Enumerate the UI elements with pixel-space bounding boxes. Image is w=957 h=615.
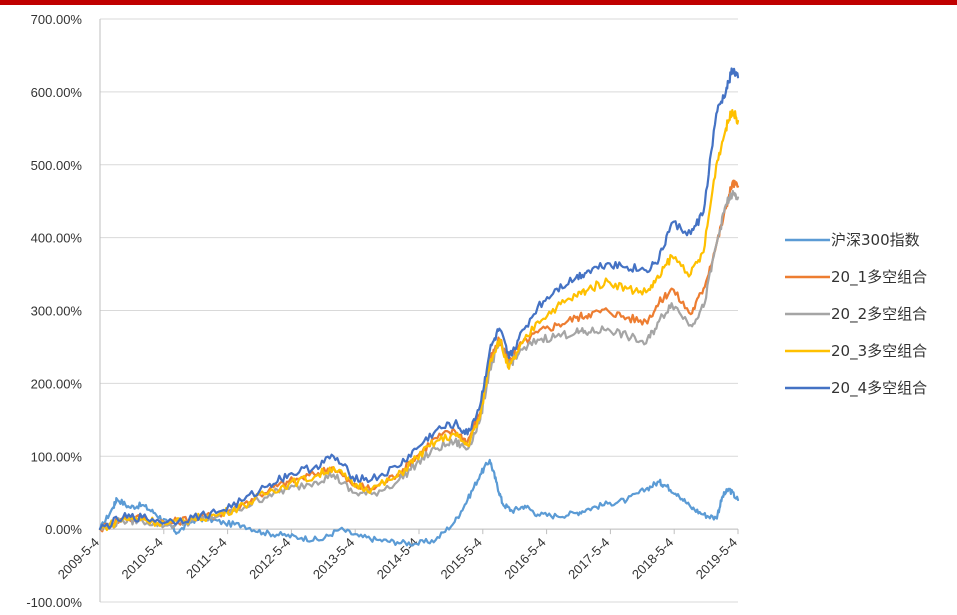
y-tick-label: 400.00% — [31, 231, 83, 246]
y-tick-label: 0.00% — [45, 522, 82, 537]
x-tick-label: 2013-5-4 — [310, 535, 357, 582]
y-tick-label: 500.00% — [31, 158, 83, 173]
x-tick-label: 2012-5-4 — [246, 535, 293, 582]
legend-label: 20_1多空组合 — [831, 268, 927, 287]
top-accent-bar — [0, 0, 957, 5]
legend-label: 沪深300指数 — [831, 231, 920, 249]
legend: 沪深300指数 20_1多空组合 20_2多空组合 20_3多空组合 20_4多空组合 — [785, 231, 927, 398]
series-line-4 — [98, 108, 740, 532]
x-tick-label: 2019-5-4 — [693, 535, 740, 582]
series-line-5 — [98, 67, 740, 531]
y-tick-label: 700.00% — [31, 12, 83, 27]
y-tick-label: 300.00% — [31, 304, 83, 319]
y-tick-label: 200.00% — [31, 376, 83, 391]
series-line-1 — [98, 458, 740, 547]
y-tick-label: -100.00% — [26, 595, 82, 610]
series-lines — [98, 67, 740, 547]
x-tick-label: 2015-5-4 — [438, 535, 485, 582]
x-tick-label: 2010-5-4 — [119, 535, 166, 582]
y-axis-tick-labels: -100.00% 0.00% 100.00% 200.00% 300.00% 400.00… — [26, 12, 82, 610]
y-tick-label: 100.00% — [31, 449, 83, 464]
x-tick-label: 2011-5-4 — [183, 535, 230, 582]
legend-label: 20_4多空组合 — [831, 379, 927, 398]
series-line-3 — [98, 189, 740, 531]
legend-label: 20_3多空组合 — [831, 342, 927, 361]
x-tick-label: 2017-5-4 — [565, 535, 612, 582]
legend-label: 20_2多空组合 — [831, 305, 927, 324]
y-tick-label: 600.00% — [31, 85, 83, 100]
x-tick-label: 2009-5-4 — [55, 535, 102, 582]
grid-lines — [99, 18, 739, 603]
x-tick-label: 2018-5-4 — [629, 535, 676, 582]
series-line-2 — [98, 179, 740, 533]
x-tick-label: 2016-5-4 — [501, 535, 548, 582]
